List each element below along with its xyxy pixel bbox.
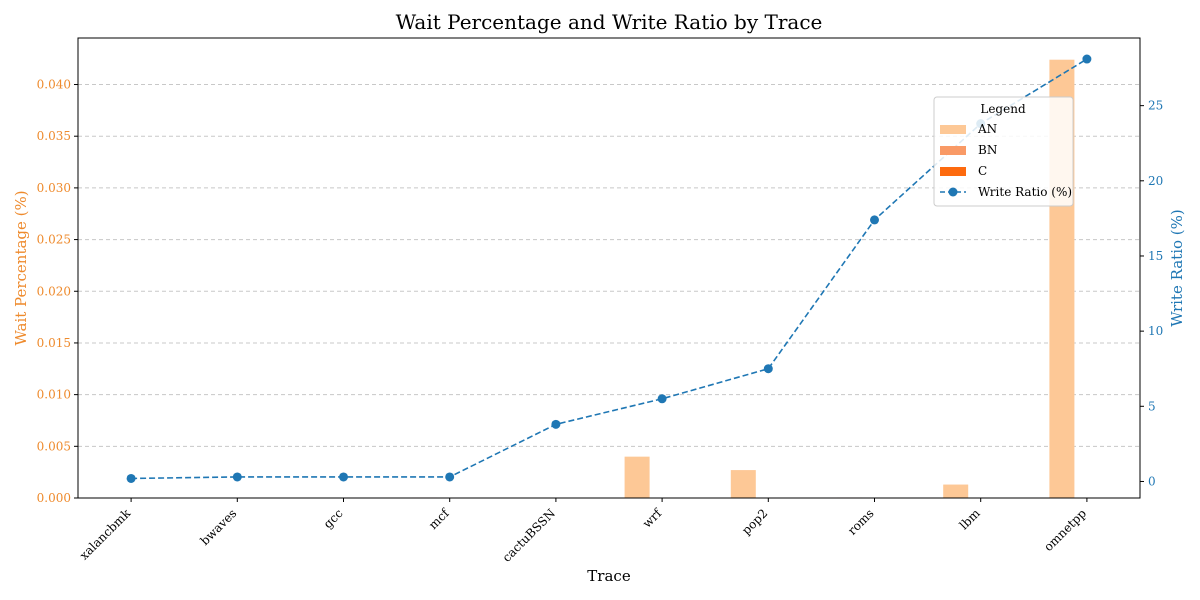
write-ratio-point-gcc: [339, 472, 348, 482]
right-tick-label: 15: [1148, 249, 1163, 263]
write-ratio-line: [126, 54, 1092, 483]
left-tick-label: 0.025: [37, 233, 71, 247]
legend-swatch-c: [940, 167, 966, 176]
x-tick-label: mcf: [426, 505, 453, 532]
plot-frame: [77, 37, 1141, 499]
write-ratio-point-pop2: [763, 364, 773, 374]
legend-marker-write-ratio: [948, 187, 958, 197]
x-tick-label: wrf: [640, 505, 665, 530]
legend-label-write-ratio: Write Ratio (%): [978, 185, 1072, 199]
left-tick-label: 0.020: [37, 284, 71, 298]
write-ratio-point-mcf: [445, 472, 455, 482]
legend-label-bn: BN: [978, 143, 997, 157]
left-y-axis: 0.000 0.005 0.010 0.015 0.020 0.025 0.030 0.035…: [37, 78, 78, 505]
left-tick-label: 0.005: [37, 439, 71, 453]
write-ratio-point-xalancbmk: [126, 473, 136, 483]
right-tick-label: 10: [1148, 324, 1163, 338]
left-tick-label: 0.030: [37, 181, 71, 195]
write-ratio-point-bwaves: [232, 472, 242, 482]
bar-an-pop2: [730, 470, 756, 498]
left-y-axis-label: Wait Percentage (%): [12, 190, 30, 345]
x-tick-label: lbm: [957, 506, 984, 533]
write-ratio-point-wrf: [657, 394, 667, 404]
bar-an-lbm: [943, 484, 969, 498]
legend-title: Legend: [980, 102, 1026, 116]
right-y-axis-label: Write Ratio (%): [1168, 209, 1186, 327]
write-ratio-point-cactuBSSN: [551, 419, 561, 429]
left-tick-label: 0.040: [37, 78, 71, 92]
legend-box: [933, 96, 1074, 207]
left-tick-label: 0.035: [37, 129, 71, 143]
legend-swatch-an: [940, 125, 966, 134]
right-tick-label: 5: [1148, 399, 1156, 413]
x-tick-label: roms: [845, 506, 876, 537]
right-tick-label: 0: [1148, 474, 1156, 488]
chart-title: Wait Percentage and Write Ratio by Trace: [396, 10, 823, 34]
x-tick-label: pop2: [739, 506, 770, 537]
legend-label-c: C: [978, 164, 987, 178]
right-tick-label: 25: [1148, 99, 1163, 113]
x-tick-label: cactuBSSN: [500, 506, 558, 564]
x-tick-label: xalancbmk: [77, 506, 134, 563]
write-ratio-point-omnetpp: [1082, 54, 1092, 64]
legend: Legend AN BN C Write Ratio (%): [933, 96, 1074, 207]
left-tick-label: 0.015: [37, 336, 71, 350]
x-tick-label: gcc: [321, 506, 346, 531]
write-ratio-polyline: [131, 58, 1088, 480]
legend-swatch-bn: [940, 146, 966, 155]
right-tick-label: 20: [1148, 174, 1163, 188]
write-ratio-point-roms: [870, 215, 879, 225]
x-tick-label: bwaves: [198, 506, 240, 548]
left-tick-label: 0.010: [37, 388, 71, 402]
legend-label-an: AN: [977, 122, 997, 136]
x-tick-label: omnetpp: [1041, 506, 1089, 554]
x-axis-label: Trace: [587, 567, 631, 585]
x-axis: xalancbmk bwaves gcc mcf cactuBSSN wrf pop2 rom…: [77, 498, 1089, 565]
right-y-axis: 0 5 10 15 20 25: [1140, 99, 1163, 488]
left-tick-label: 0.000: [37, 491, 71, 505]
bar-an-wrf: [624, 456, 650, 498]
